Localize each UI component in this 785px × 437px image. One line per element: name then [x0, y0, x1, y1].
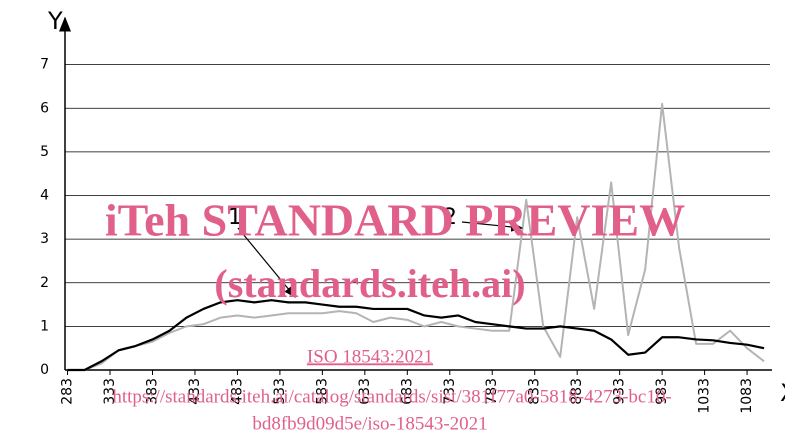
x-tick-label: 783: [484, 378, 500, 405]
callout-arrow: [237, 227, 296, 298]
x-tick-label: 733: [442, 378, 458, 405]
series-label: 1: [228, 205, 242, 230]
x-tick-label: 883: [569, 378, 585, 405]
x-tick-label: 383: [144, 378, 160, 405]
y-tick-label: 6: [40, 100, 49, 116]
series-line: [67, 102, 765, 371]
x-tick-label: 983: [654, 378, 670, 405]
callout-arrow: [461, 221, 524, 232]
x-tick-label: 683: [399, 378, 415, 405]
x-tick-label: 283: [60, 378, 76, 405]
y-tick-label: 0: [40, 362, 49, 378]
y-axis-label: Y: [47, 7, 63, 35]
y-tick-label: 3: [40, 231, 49, 247]
x-tick-label: 533: [272, 378, 288, 405]
watermark: bd8fb9d09d5e/iso-18543-2021: [252, 413, 487, 434]
watermark: iTeh STANDARD PREVIEW: [105, 195, 685, 246]
y-tick-label: 5: [40, 144, 49, 160]
x-tick-label: 833: [527, 378, 543, 405]
y-tick-label: 7: [40, 57, 49, 73]
x-tick-label: 433: [187, 378, 203, 405]
series-line: [67, 299, 765, 372]
x-tick-label: 483: [229, 378, 245, 405]
series-label: 2: [443, 205, 457, 230]
y-tick-label: 1: [40, 318, 49, 334]
x-tick-label: 583: [314, 378, 330, 405]
x-axis-label: X: [780, 379, 785, 407]
y-tick-label: 2: [40, 275, 49, 291]
watermark: https://standards.iteh.ai/catalog/standa…: [112, 386, 671, 407]
x-tick-label: 333: [102, 378, 118, 405]
x-tick-label: 633: [357, 378, 373, 405]
x-tick-label: 1033: [697, 378, 713, 414]
watermark: ISO 18543:2021: [307, 346, 433, 367]
x-tick-label: 1083: [739, 378, 755, 414]
x-tick-label: 933: [612, 378, 628, 405]
y-tick-label: 4: [40, 188, 49, 204]
watermark: (standards.iteh.ai): [214, 261, 525, 306]
